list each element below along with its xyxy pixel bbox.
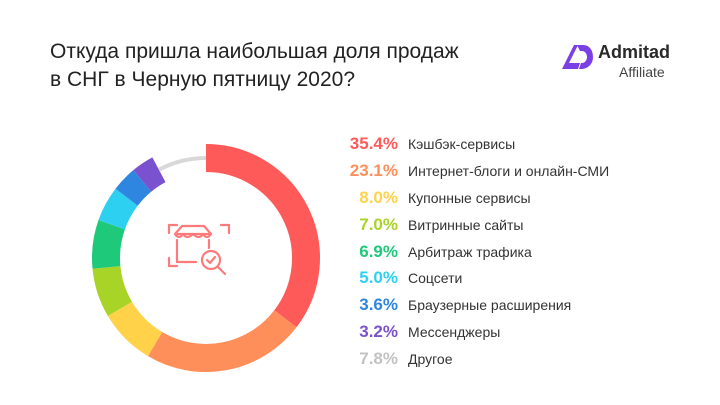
donut-slice-1: [205, 144, 320, 328]
legend-value: 3.6%: [359, 295, 398, 315]
legend-item: 5.0% Соцсети: [340, 265, 700, 292]
legend-label: Арбитраж трафика: [408, 243, 532, 260]
donut-slice-5: [92, 220, 126, 269]
legend-label: Другое: [408, 350, 453, 367]
admitad-logo-icon: [562, 45, 593, 69]
legend-item: 8.0% Купонные сервисы: [340, 185, 700, 212]
chart-legend: 35.4% Кэшбэк-сервисы 23.1% Интернет-блоги и…: [340, 131, 700, 372]
legend-value: 23.1%: [349, 161, 398, 181]
legend-label: Купонные сервисы: [408, 189, 531, 206]
admitad-logo: Admitad Affiliate: [560, 40, 690, 84]
donut-slice-4: [92, 265, 133, 317]
legend-label: Интернет-блоги и онлайн-СМИ: [408, 163, 610, 180]
logo-subtitle: Affiliate: [619, 64, 665, 80]
legend-value: 8.0%: [359, 187, 398, 207]
legend-label: Браузерные расширения: [408, 297, 572, 314]
legend-label: Кэшбэк-сервисы: [408, 136, 516, 153]
legend-value: 3.2%: [359, 321, 398, 341]
donut-slice-8: [133, 157, 166, 192]
logo-name: Admitad: [598, 42, 670, 62]
legend-item: 7.8% Другое: [340, 345, 700, 372]
legend-value: 35.4%: [349, 134, 398, 154]
legend-value: 6.9%: [359, 241, 398, 261]
donut-slice-9: [157, 156, 207, 172]
chart-title-line-2: в СНГ в Черную пятницу 2020?: [50, 68, 356, 91]
legend-label: Витринные сайты: [408, 216, 524, 233]
legend-item: 7.0% Витринные сайты: [340, 211, 700, 238]
legend-item: 23.1% Интернет-блоги и онлайн-СМИ: [340, 158, 700, 185]
legend-value: 7.8%: [359, 348, 398, 368]
donut-slice-7: [115, 170, 152, 207]
legend-item: 35.4% Кэшбэк-сервисы: [340, 131, 700, 158]
chart-title: Откуда пришла наибольшая доля продаж в С…: [50, 38, 459, 94]
legend-item: 3.2% Мессенджеры: [340, 319, 700, 346]
shop-search-icon: [167, 223, 231, 276]
legend-label: Мессенджеры: [408, 323, 501, 340]
donut-slice-6: [98, 188, 139, 230]
legend-item: 6.9% Арбитраж трафика: [340, 238, 700, 265]
chart-title-line-1: Откуда пришла наибольшая доля продаж: [50, 40, 459, 63]
legend-label: Соцсети: [408, 270, 463, 287]
legend-item: 3.6% Браузерные расширения: [340, 292, 700, 319]
donut-slice-2: [147, 309, 297, 372]
legend-value: 5.0%: [359, 268, 398, 288]
legend-value: 7.0%: [359, 214, 398, 234]
donut-slice-3: [107, 301, 163, 357]
donut-chart: [92, 144, 320, 372]
